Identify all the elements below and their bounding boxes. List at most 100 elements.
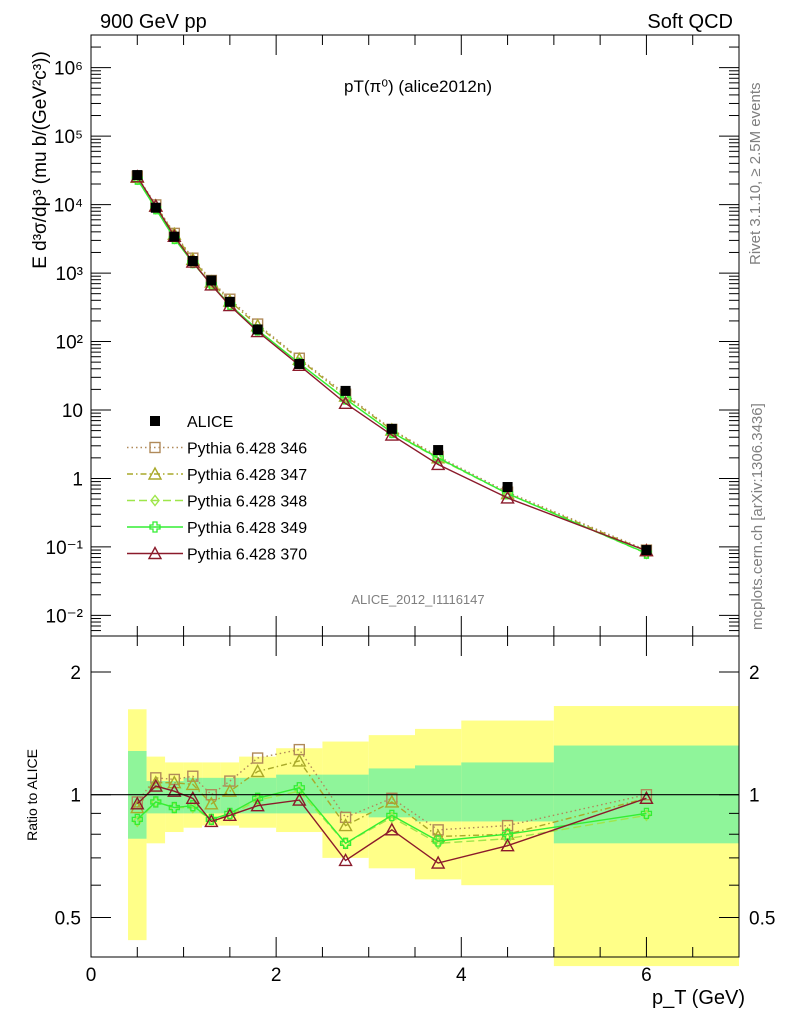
ratio-xtick-label: 6 [641, 965, 652, 986]
legend-label: Pythia 6.428 348 [187, 494, 307, 511]
ratio-marker [339, 837, 352, 849]
main-ytick-label: 10² [56, 333, 83, 354]
ratio-ytick-label-right: 1 [749, 786, 760, 807]
ratio-series-layer [130, 743, 654, 869]
ratio-bands [128, 706, 739, 967]
rivet-label: Rivet 3.1.10, ≥ 2.5M events [747, 83, 764, 266]
mcplots-label: mcplots.cern.ch [arXiv:1306.3436] [749, 403, 766, 630]
ratio-marker [167, 775, 182, 789]
ratio-marker [292, 792, 307, 806]
legend-alice-marker [150, 416, 160, 426]
legend-marker [149, 521, 161, 533]
main-ytick-label: 10⁶ [54, 59, 83, 80]
ratio-marker [384, 794, 400, 808]
ratio-ytick-label: 1 [70, 786, 81, 807]
ratio-ytick-label: 2 [70, 663, 81, 684]
series-marker [500, 490, 515, 504]
ratio-xlabel: p_T (GeV) [652, 987, 745, 1009]
ratio-marker [205, 813, 217, 826]
legend-marker [149, 441, 161, 454]
main-ytick-label: 10⁻² [46, 606, 84, 627]
alice-point [224, 296, 235, 307]
ratio-marker [292, 753, 307, 767]
ratio-marker [167, 783, 182, 797]
alice-point [641, 545, 652, 556]
watermark: ALICE_2012_I1116147 [351, 592, 484, 607]
ratio-marker [502, 832, 513, 845]
legend: ALICE Pythia 6.428 346 Pythia 6.428 347 Pyt… [127, 414, 307, 564]
ratio-marker [433, 837, 444, 850]
ratio-marker [639, 790, 654, 804]
ratio-axes: 0.5 0.5 1 1 2 2 0 2 4 6 [55, 635, 775, 986]
header-right: Soft QCD [647, 11, 733, 33]
ratio-marker [222, 807, 238, 822]
main-ylabel: E d³σ/dp³ (mu b/(GeV²c³)) [30, 51, 51, 269]
alice-point [252, 324, 263, 335]
ratio-marker [640, 807, 653, 820]
ratio-marker [338, 818, 353, 832]
main-ytick-label: 10³ [56, 264, 83, 285]
main-ytick-label: 10⁵ [54, 127, 83, 148]
ratio-marker [386, 792, 398, 804]
ratio-marker [131, 813, 143, 826]
ratio-marker [432, 824, 444, 836]
main-title: pT(π⁰) (alice2012n) [344, 77, 492, 96]
alice-point [340, 385, 351, 396]
ratio-xtick-label: 2 [271, 965, 282, 986]
ratio-series-5 [130, 778, 654, 869]
ratio-marker [204, 796, 219, 810]
ratio-marker [251, 752, 264, 764]
main-data-layer [132, 170, 652, 556]
header-left: 900 GeV pp [100, 11, 207, 33]
legend-label: Pythia 6.428 347 [187, 467, 307, 484]
ratio-marker [384, 822, 400, 836]
ratio-marker [168, 801, 180, 814]
ratio-marker [150, 796, 162, 808]
alice-point [150, 202, 161, 213]
legend-marker [147, 466, 163, 480]
ratio-marker [148, 778, 163, 792]
main-axes: 10⁻² 10⁻¹ 1 10 10² 10³ 10⁴ 10⁵ 10⁶ [46, 34, 740, 637]
main-ytick-label: 10 [62, 401, 83, 422]
ratio-panel: 0.5 0.5 1 1 2 2 0 2 4 6 Ratio to ALICE p_T (GeV) [24, 635, 775, 1009]
ratio-marker [501, 819, 514, 832]
ratio-marker [293, 782, 305, 794]
stat-band [461, 762, 554, 822]
ratio-ytick-label-right: 2 [749, 663, 760, 684]
legend-label: Pythia 6.428 346 [187, 441, 307, 458]
alice-point [433, 445, 444, 456]
ratio-marker [130, 800, 145, 814]
alice-point [386, 423, 397, 434]
main-ytick-label: 10⁴ [54, 196, 83, 217]
alice-point [502, 482, 513, 493]
ratio-marker [187, 770, 199, 782]
stat-band [415, 765, 462, 822]
ratio-xtick-label: 0 [86, 965, 97, 986]
ratio-marker [250, 764, 265, 778]
stat-band [202, 777, 221, 814]
legend-marker [147, 546, 163, 560]
series-marker [384, 427, 400, 441]
ratio-marker [501, 828, 514, 840]
legend-label: Pythia 6.428 370 [187, 547, 307, 564]
ratio-marker [250, 798, 265, 812]
ratio-marker [185, 790, 201, 804]
ratio-ytick-label: 0.5 [55, 908, 81, 929]
ratio-marker [386, 811, 397, 824]
ratio-marker [338, 852, 353, 867]
legend-label: Pythia 6.428 349 [187, 520, 307, 537]
series-marker [338, 395, 353, 410]
ratio-marker [500, 838, 515, 852]
main-ytick-label: 10⁻¹ [46, 538, 84, 559]
ratio-ylabel: Ratio to ALICE [24, 749, 40, 841]
ratio-marker [224, 807, 236, 820]
ratio-marker [222, 783, 238, 797]
ratio-line [136, 785, 647, 864]
ratio-xtick-label: 4 [456, 965, 467, 986]
main-panel: 10⁻² 10⁻¹ 1 10 10² 10³ 10⁴ 10⁵ 10⁶ pT(π⁰) (alice… [30, 34, 740, 637]
ratio-marker [432, 835, 444, 847]
ratio-marker [132, 815, 143, 828]
alice-point [187, 256, 198, 267]
ratio-marker [185, 776, 201, 791]
